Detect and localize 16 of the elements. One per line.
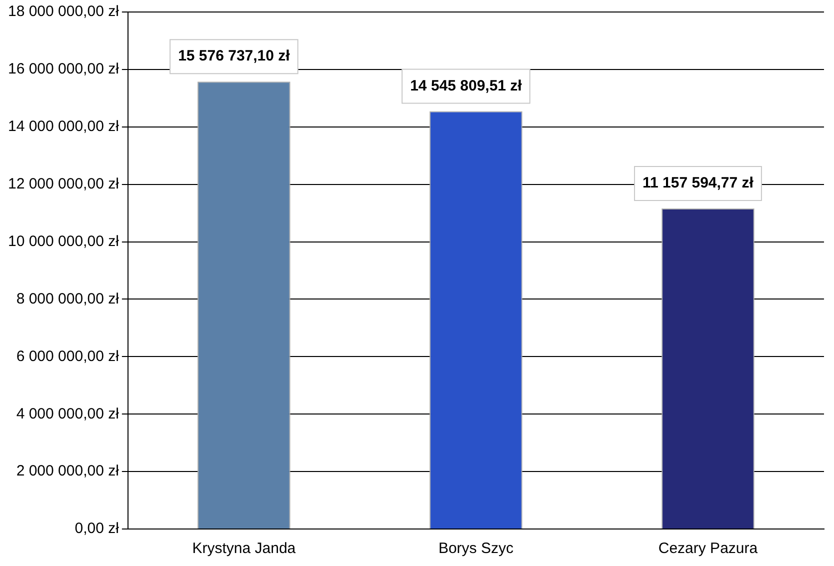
x-tick-label: Borys Szyc [438, 540, 514, 558]
x-tick-label: Cezary Pazura [658, 540, 758, 558]
y-tick-label: 12 000 000,00 zł [8, 175, 120, 192]
y-tick-label: 14 000 000,00 zł [8, 118, 120, 136]
y-tick-label: 2 000 000,00 zł [16, 462, 120, 480]
y-tick-label: 6 000 000,00 zł [16, 348, 120, 365]
y-tick-label: 4 000 000,00 zł [16, 405, 120, 422]
y-tick-label: 8 000 000,00 zł [16, 290, 120, 308]
data-label: 15 576 737,10 zł [178, 48, 291, 65]
data-label: 14 545 809,51 zł [410, 77, 523, 94]
y-tick-label: 16 000 000,00 zł [8, 60, 120, 78]
y-tick-label: 18 000 000,00 zł [8, 3, 120, 20]
y-tick-label: 0,00 zł [74, 520, 120, 538]
data-label: 11 157 594,77 zł [642, 174, 754, 192]
y-tick-label: 10 000 000,00 zł [8, 232, 120, 250]
x-tick-label: Krystyna Janda [192, 540, 296, 558]
